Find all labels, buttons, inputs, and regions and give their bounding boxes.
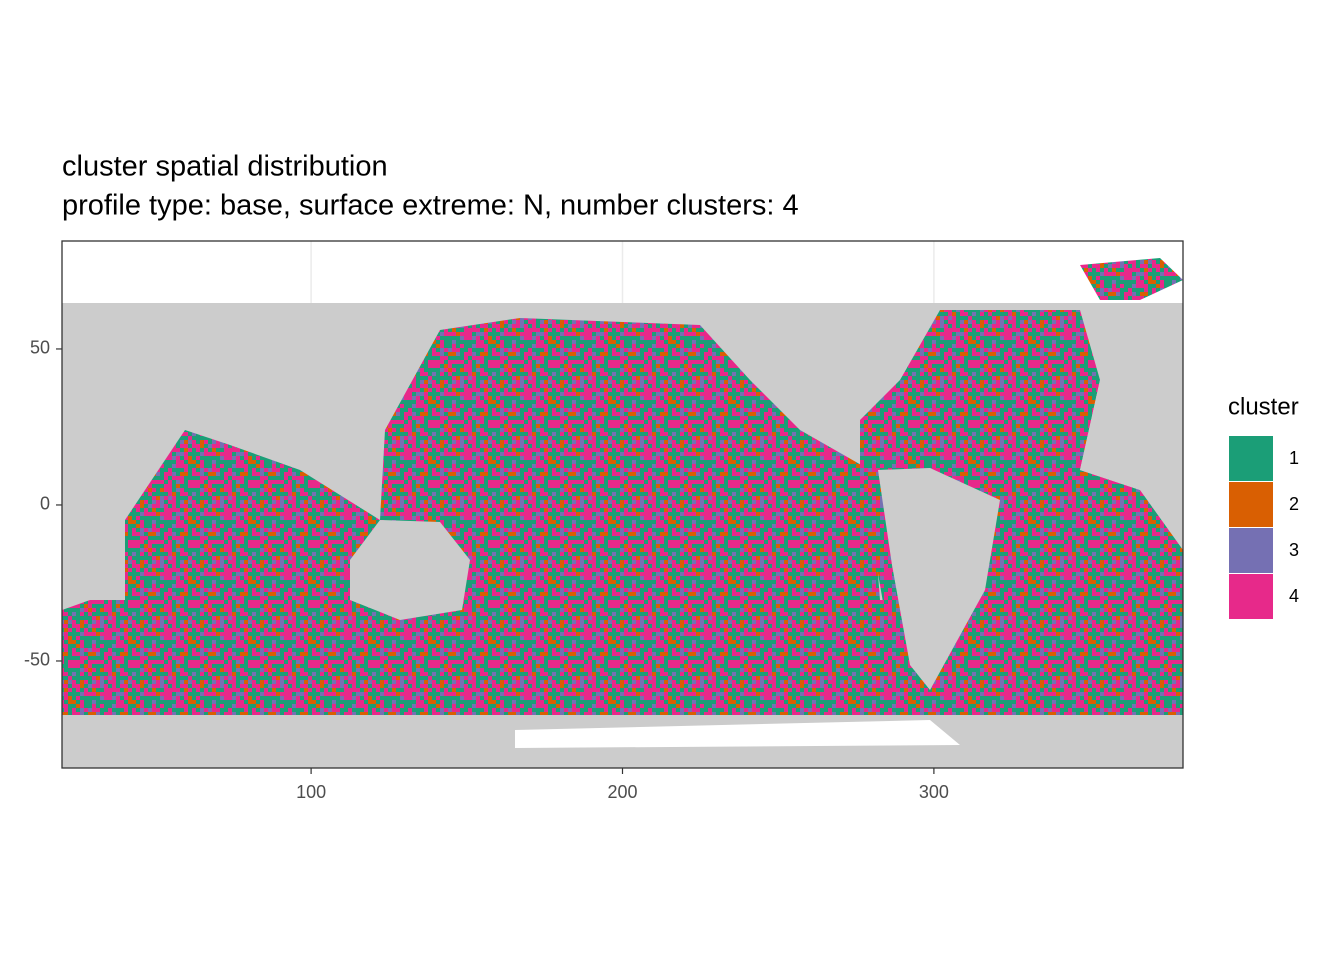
x-tick-label: 300 xyxy=(919,782,949,802)
australia xyxy=(350,520,470,620)
y-tick-label: 50 xyxy=(30,338,50,358)
pacific-ocean xyxy=(380,318,900,715)
legend-label: 4 xyxy=(1289,586,1299,606)
legend-key xyxy=(1229,528,1273,573)
y-tick-label: -50 xyxy=(24,650,50,670)
arctic-ocean xyxy=(1080,258,1183,300)
x-tick-label: 200 xyxy=(607,782,637,802)
map xyxy=(62,258,1183,768)
legend-key xyxy=(1229,574,1273,619)
x-tick-label: 100 xyxy=(296,782,326,802)
legend-label: 2 xyxy=(1289,494,1299,514)
chart-subtitle: profile type: base, surface extreme: N, … xyxy=(62,190,799,222)
axes: 100 200 300 -50 0 50 xyxy=(24,338,949,802)
legend-key xyxy=(1229,436,1273,481)
legend: 1 2 3 4 xyxy=(1229,436,1299,619)
south-america xyxy=(878,468,1000,690)
ocean xyxy=(62,258,1183,715)
legend-title: cluster xyxy=(1228,393,1299,420)
legend-key xyxy=(1229,482,1273,527)
africa xyxy=(1080,380,1183,500)
ice-edge xyxy=(515,720,960,748)
y-tick-label: 0 xyxy=(40,494,50,514)
chart-title: cluster spatial distribution xyxy=(62,151,388,183)
legend-label: 3 xyxy=(1289,540,1299,560)
africa-west xyxy=(62,380,130,610)
legend-label: 1 xyxy=(1289,448,1299,468)
